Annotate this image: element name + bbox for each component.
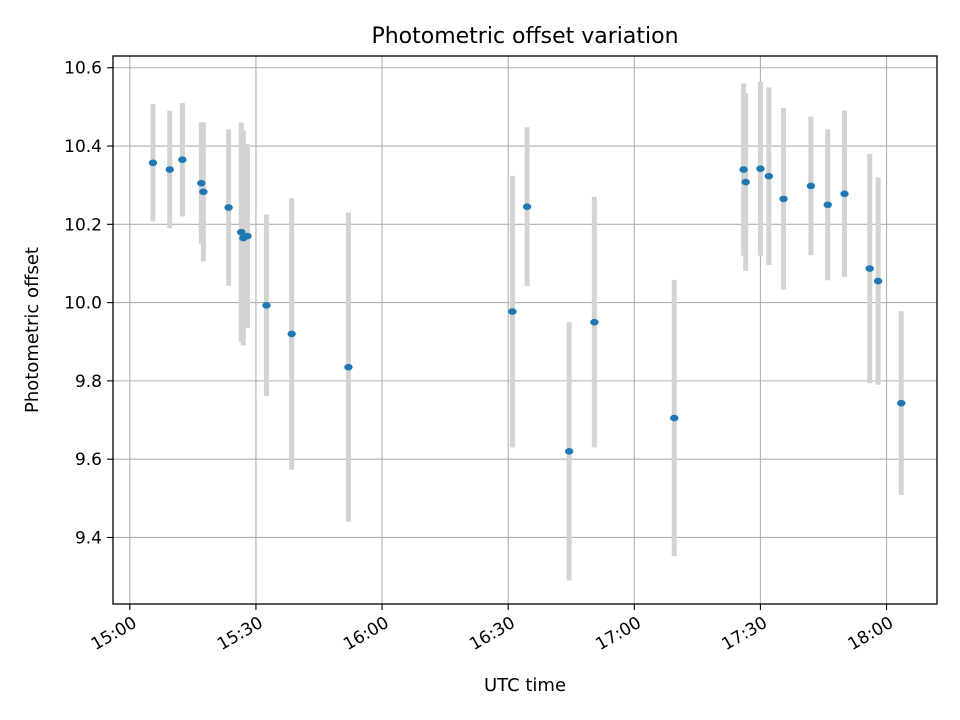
y-axis: 9.4 9.6 9.8 10.0 10.2 10.4 10.6	[64, 59, 113, 548]
y-tick-label: 9.8	[75, 372, 102, 392]
y-tick-label: 9.4	[75, 528, 102, 548]
y-axis-label: Photometric offset	[22, 247, 43, 413]
data-point	[756, 165, 765, 173]
data-point	[865, 265, 874, 272]
data-point	[243, 232, 252, 240]
data-point	[224, 204, 233, 211]
chart-title: Photometric offset variation	[371, 24, 678, 49]
y-tick-label: 10.0	[64, 294, 102, 314]
data-point	[897, 399, 906, 407]
data-point	[779, 195, 788, 203]
data-point	[262, 302, 271, 309]
data-point	[840, 190, 849, 198]
data-point	[508, 308, 517, 315]
data-point	[344, 363, 353, 371]
data-point	[873, 277, 883, 285]
y-tick-label: 10.2	[64, 215, 102, 235]
data-point	[199, 188, 208, 196]
data-point	[741, 178, 750, 186]
data-point	[823, 201, 832, 209]
data-point	[522, 203, 532, 210]
data-point	[806, 182, 816, 190]
data-point	[165, 166, 174, 173]
data-point	[287, 330, 296, 338]
x-axis-label: UTC time	[484, 675, 566, 696]
data-point	[178, 156, 187, 164]
data-point	[237, 228, 246, 236]
data-point	[670, 414, 679, 422]
plot-area-frame	[112, 55, 938, 605]
data-point	[590, 318, 599, 326]
data-points	[148, 156, 906, 455]
y-tick-label: 10.4	[64, 137, 102, 157]
data-point	[764, 172, 774, 180]
data-point	[739, 166, 748, 173]
data-point	[197, 179, 206, 187]
y-tick-label: 9.6	[75, 450, 102, 470]
data-point	[564, 448, 574, 455]
data-point	[148, 159, 158, 167]
y-tick-label: 10.6	[64, 59, 102, 79]
